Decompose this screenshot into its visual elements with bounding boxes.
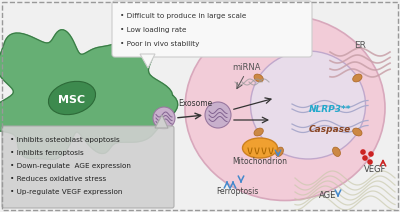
Text: MSC: MSC (58, 95, 86, 105)
Polygon shape (0, 30, 178, 159)
Ellipse shape (254, 74, 263, 82)
FancyBboxPatch shape (112, 1, 312, 57)
Text: miRNA: miRNA (232, 64, 260, 73)
Text: • Difficult to produce in large scale: • Difficult to produce in large scale (120, 13, 246, 19)
Ellipse shape (48, 81, 96, 115)
Text: Mitochondrion: Mitochondrion (232, 158, 288, 166)
Circle shape (368, 151, 374, 157)
FancyBboxPatch shape (2, 126, 174, 208)
Ellipse shape (250, 51, 366, 159)
Text: • Up-regulate VEGF expression: • Up-regulate VEGF expression (10, 189, 122, 195)
Text: Caspase: Caspase (309, 126, 351, 134)
Ellipse shape (242, 138, 278, 158)
Polygon shape (140, 54, 155, 68)
Text: VEGF: VEGF (364, 166, 386, 174)
Circle shape (360, 149, 366, 155)
Polygon shape (155, 115, 168, 128)
Text: • Low loading rate: • Low loading rate (120, 27, 186, 33)
Text: Exosome: Exosome (178, 99, 212, 109)
Circle shape (362, 155, 368, 161)
Text: • Inhibits ferroptosis: • Inhibits ferroptosis (10, 150, 84, 156)
Ellipse shape (353, 74, 362, 82)
Text: NLRP3**: NLRP3** (309, 106, 351, 114)
Text: • Poor in vivo stability: • Poor in vivo stability (120, 41, 199, 47)
Text: Ferroptosis: Ferroptosis (216, 187, 258, 197)
Ellipse shape (332, 147, 340, 156)
Text: • Reduces oxidative stress: • Reduces oxidative stress (10, 176, 106, 182)
Ellipse shape (185, 15, 385, 201)
Ellipse shape (276, 147, 284, 156)
Circle shape (367, 159, 373, 165)
Text: • Inhibits osteoblast apoptosis: • Inhibits osteoblast apoptosis (10, 137, 120, 143)
Text: ER: ER (354, 42, 366, 50)
Ellipse shape (254, 128, 263, 136)
Circle shape (205, 102, 231, 128)
Ellipse shape (353, 128, 362, 136)
Text: AGE: AGE (319, 191, 337, 201)
Circle shape (153, 107, 175, 129)
Text: • Down-regulate  AGE expression: • Down-regulate AGE expression (10, 163, 131, 169)
